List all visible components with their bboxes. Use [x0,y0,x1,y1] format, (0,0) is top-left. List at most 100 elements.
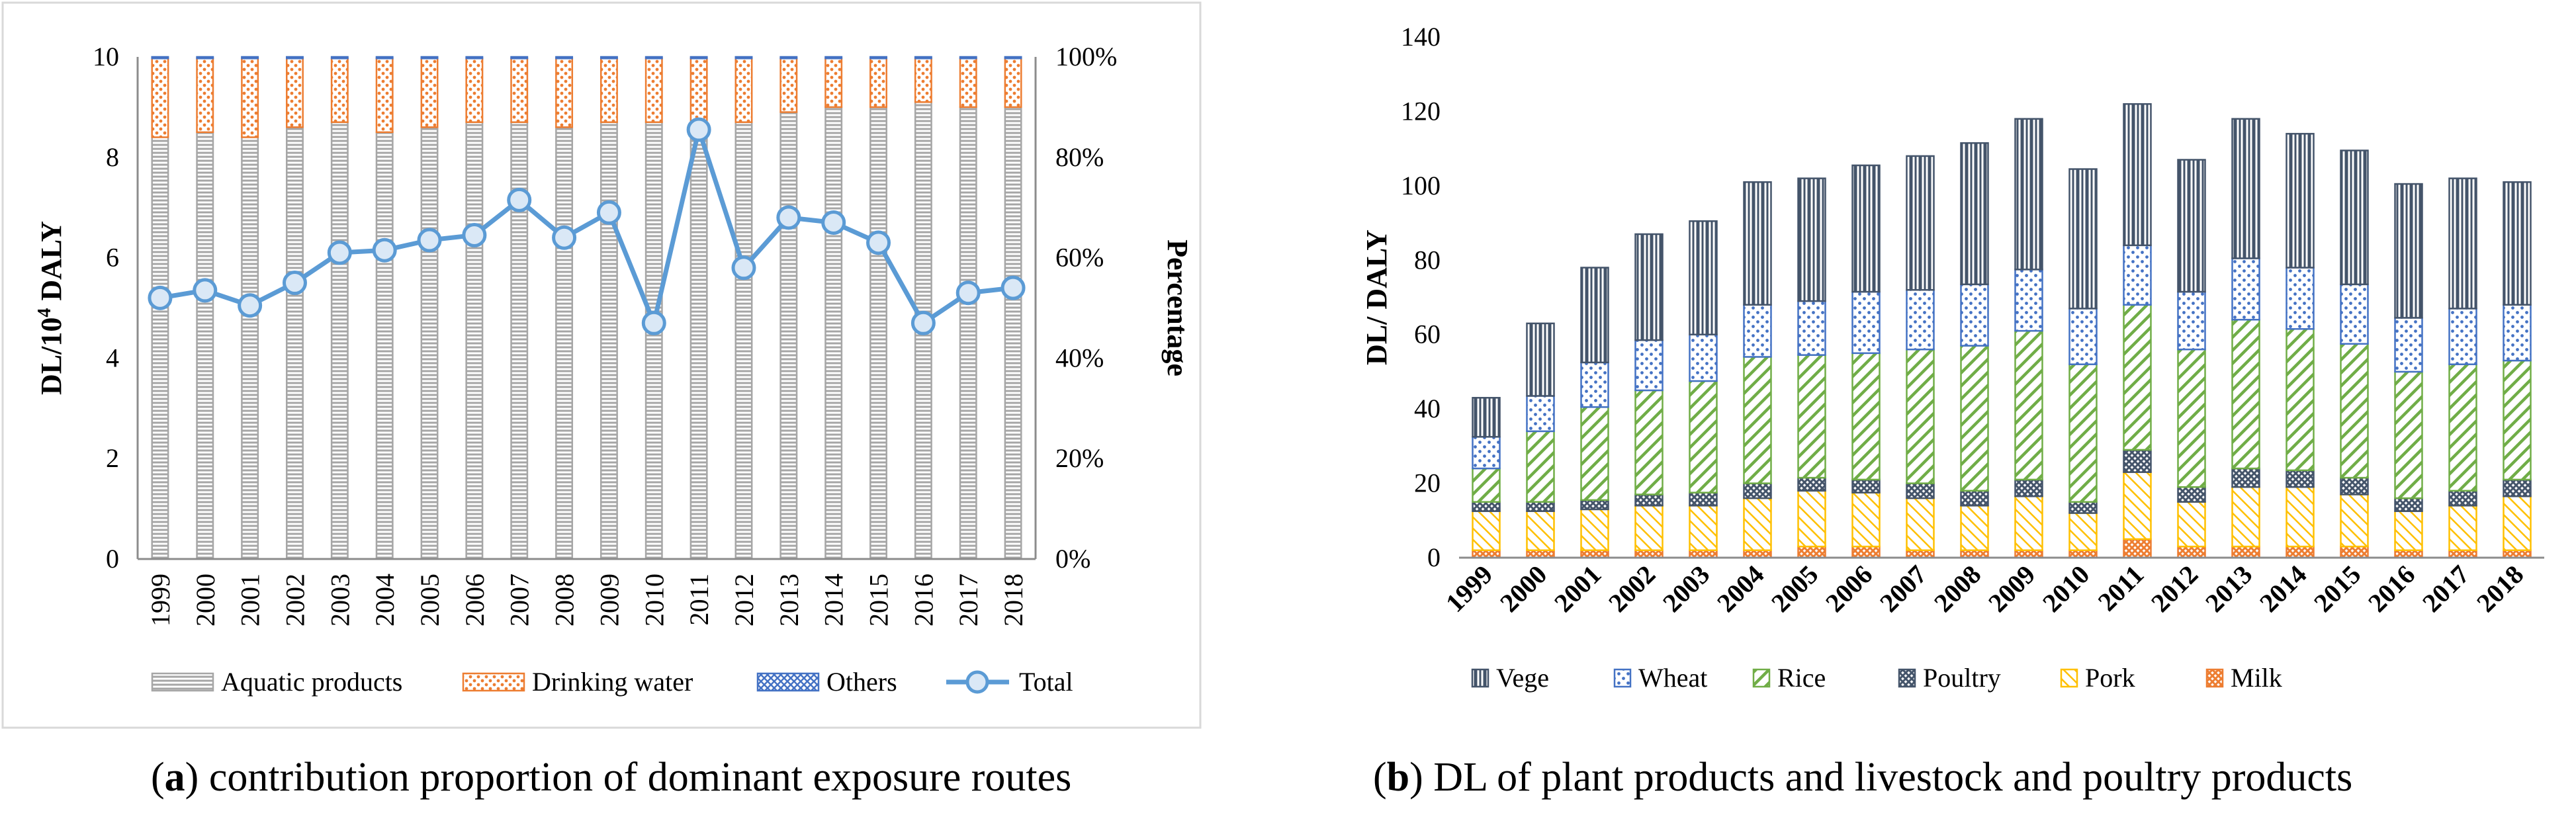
bar-b-milk-2010 [2068,549,2098,559]
bar-a-drinking-water-2013 [779,58,798,113]
bar-a-drinking-water-2007 [510,58,529,123]
bar-a-others-2002 [286,56,304,60]
point-a-total-2009 [596,200,621,225]
legend-b-swatch-wheat [1613,668,1632,688]
bar-a-others-2013 [779,56,798,60]
bar-b-vege-2010 [2068,168,2098,310]
legend-b-swatch-pork [2060,668,2078,688]
bar-a-aquatic-products-2013 [779,111,798,560]
legend-a-label-others: Others [826,667,897,697]
bar-b-pork-2002 [1634,505,1664,552]
bar-b-poultry-1999 [1472,501,1501,512]
bar-b-milk-2007 [1906,549,1935,559]
bar-b-vege-2004 [1743,181,1772,306]
bar-b-rice-2013 [2231,318,2260,470]
bar-a-others-2000 [196,56,214,60]
bar-b-vege-2008 [1960,142,1989,286]
xtick-b-2013: 2013 [2199,560,2258,618]
bar-b-wheat-2001 [1580,361,1609,408]
ytick-a-4: 4 [106,343,119,372]
ylabel-b: DL/ DALY [1360,230,1393,365]
ytick-b-100: 100 [1401,171,1441,200]
legend-a-label-total: Total [1019,667,1073,697]
bar-a-others-2018 [1004,56,1022,60]
bar-b-milk-2012 [2177,545,2206,559]
ytick-b-0: 0 [1427,542,1441,572]
xtick-a-1999: 1999 [146,574,175,626]
bar-b-wheat-2011 [2123,244,2152,306]
bar-b-poultry-2007 [1906,482,1935,499]
xtick-b-2018: 2018 [2471,560,2529,618]
bar-a-aquatic-products-2017 [959,106,977,560]
bar-b-rice-2009 [2014,329,2043,481]
legend-b-label-rice: Rice [1777,663,1826,693]
legend-a-swatch-drinking-water [462,672,525,692]
bar-b-milk-2003 [1689,549,1718,559]
legend-b-swatch-rice [1752,668,1771,688]
bar-a-others-2014 [824,56,843,60]
bar-b-wheat-2017 [2448,308,2477,365]
bar-b-poultry-2004 [1743,482,1772,499]
bar-b-pork-2006 [1851,492,1881,548]
bar-b-pork-2017 [2448,505,2477,552]
ytick-a-0: 0 [106,544,119,574]
legend-a-swatch-aquatic-products [151,672,214,692]
bar-b-milk-2014 [2286,545,2315,559]
bar-a-others-2007 [510,56,529,60]
bar-b-vege-2006 [1851,164,1881,293]
bar-b-milk-2015 [2340,545,2369,559]
bar-b-pork-2011 [2123,471,2152,540]
bar-b-wheat-1999 [1472,436,1501,470]
bar-b-poultry-2006 [1851,478,1881,494]
ytick-b-20: 20 [1414,468,1441,498]
bar-b-wheat-2009 [2014,269,2043,332]
bar-b-wheat-2003 [1689,333,1718,382]
point-a-total-2014 [821,210,846,235]
point-a-total-2007 [507,187,532,212]
caption-b-text: DL of plant products and livestock and p… [1423,755,2353,800]
bar-b-rice-2007 [1906,348,1935,484]
point-a-total-2013 [776,205,801,230]
bar-b-pork-2018 [2503,495,2532,552]
bar-b-rice-2006 [1851,352,1881,481]
bar-a-drinking-water-2008 [555,58,574,128]
bar-b-rice-1999 [1472,467,1501,503]
xtick-b-1999: 1999 [1440,560,1498,618]
bar-b-milk-2002 [1634,549,1664,559]
bar-b-rice-2017 [2448,363,2477,492]
caption-a-text: contribution proportion of dominant expo… [199,755,1072,800]
bar-b-poultry-2014 [2286,469,2315,488]
bar-b-vege-2016 [2394,183,2423,319]
bar-a-others-2008 [555,56,574,60]
bar-b-milk-2017 [2448,549,2477,559]
xtick-a-2008: 2008 [550,574,580,626]
xtick-a-2015: 2015 [864,574,894,626]
bar-b-rice-2003 [1689,380,1718,494]
bar-b-rice-2018 [2503,359,2532,481]
bar-b-wheat-2010 [2068,308,2098,365]
caption-a-letter: a [164,755,185,800]
bar-a-drinking-water-2001 [241,58,259,138]
point-a-total-2008 [552,225,577,250]
bar-b-pork-2016 [2394,510,2423,552]
point-a-total-2006 [462,222,487,247]
xtick-b-2005: 2005 [1765,560,1824,618]
xtick-a-2001: 2001 [236,574,265,626]
ytick-a-8: 8 [106,142,119,172]
bar-b-milk-2011 [2123,538,2152,559]
bar-b-vege-2001 [1580,267,1609,364]
bar-b-poultry-2002 [1634,494,1664,507]
ylabel-a-sup: 4 [34,308,55,318]
bar-b-rice-2005 [1797,354,1826,479]
xtick-a-2014: 2014 [819,574,849,626]
bar-b-wheat-2002 [1634,339,1664,392]
point-a-total-2010 [641,310,666,335]
xtick-a-2005: 2005 [415,574,445,626]
bar-b-poultry-2018 [2503,478,2532,497]
legend-b-label-wheat: Wheat [1638,663,1707,693]
bar-a-drinking-water-2017 [959,58,977,108]
bar-a-drinking-water-2004 [375,58,394,134]
xtick-b-2006: 2006 [1820,560,1878,618]
bar-b-vege-2014 [2286,132,2315,269]
